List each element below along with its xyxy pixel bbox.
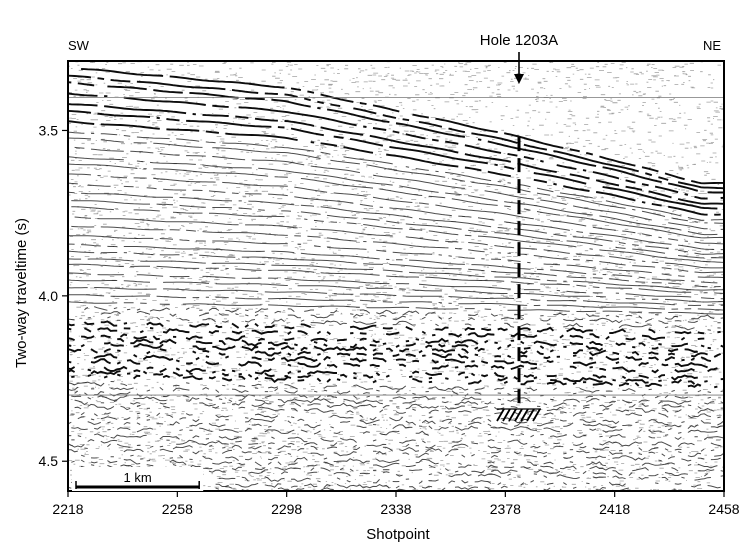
reflector-trace <box>74 403 721 419</box>
x-axis: 2218 2258 2298 2338 2378 2418 2458 <box>52 491 740 517</box>
y-axis: 3.5 4.0 4.5 <box>39 122 68 469</box>
seismic-reflections <box>68 61 724 491</box>
reflector-trace <box>68 279 724 303</box>
reflector-trace <box>81 464 724 477</box>
reflector-trace <box>71 426 724 441</box>
reflector-trace <box>68 182 724 251</box>
reflector-trace <box>74 146 724 230</box>
reflector-trace <box>71 412 724 426</box>
direction-left-label: SW <box>68 38 90 53</box>
reflector-trace <box>68 370 724 384</box>
x-tick-label: 2258 <box>162 501 193 517</box>
reflector-trace <box>68 301 724 315</box>
reflector-trace <box>74 390 724 405</box>
reflector-trace <box>81 68 724 185</box>
reflector-trace <box>68 131 724 221</box>
reflector-trace <box>68 359 724 372</box>
reflector-trace <box>68 103 724 205</box>
hole-arrow-head <box>514 74 524 84</box>
x-tick-label: 2378 <box>490 501 521 517</box>
reflector-trace <box>71 395 724 410</box>
reflector-trace <box>68 111 724 209</box>
reflector-trace <box>68 258 724 291</box>
x-axis-label: Shotpoint <box>366 526 430 543</box>
reflector-trace <box>71 459 724 472</box>
x-tick-label: 2298 <box>271 501 302 517</box>
reflector-trace <box>74 216 724 269</box>
reflector-trace <box>68 250 721 288</box>
reflector-trace <box>71 206 724 263</box>
x-tick-label: 2458 <box>708 501 739 517</box>
reflector-trace <box>68 191 724 255</box>
reflector-trace <box>81 333 724 348</box>
y-axis-label: Two-way traveltime (s) <box>13 218 30 368</box>
reflector-trace <box>68 74 724 190</box>
hole-marker <box>496 52 541 422</box>
reflector-trace <box>77 416 724 429</box>
reflector-trace <box>71 225 724 274</box>
reflector-trace <box>68 294 724 311</box>
reflector-trace <box>68 173 724 245</box>
reflector-trace <box>68 92 724 200</box>
reflector-trace <box>68 137 724 224</box>
reflector-trace <box>68 443 724 458</box>
y-tick-label: 4.0 <box>39 288 59 304</box>
reflector-trace <box>68 320 721 335</box>
scale-bar: 1 km <box>72 467 204 491</box>
reflector-trace <box>68 287 724 307</box>
x-tick-label: 2338 <box>380 501 411 517</box>
x-tick-label: 2218 <box>52 501 83 517</box>
reflector-trace <box>68 163 724 239</box>
reflector-trace <box>100 310 721 324</box>
reflector-trace <box>68 263 724 294</box>
x-tick-label: 2418 <box>599 501 630 517</box>
hole-label: Hole 1203A <box>480 32 558 49</box>
reference-lines <box>68 96 724 396</box>
reflector-trace <box>68 433 721 447</box>
reflector-trace <box>68 447 721 462</box>
reflector-trace <box>68 235 724 279</box>
direction-right-label: NE <box>703 38 721 53</box>
reflector-trace <box>68 316 721 331</box>
y-tick-label: 4.5 <box>39 453 59 469</box>
reflector-trace <box>84 306 724 320</box>
reflector-trace <box>71 200 724 259</box>
reflector-trace <box>68 365 724 381</box>
scale-bar-label: 1 km <box>124 470 152 485</box>
reflector-trace <box>68 244 724 283</box>
basement-hatch <box>496 408 541 422</box>
reflector-trace <box>68 272 724 300</box>
reflector-trace <box>68 81 724 194</box>
reflector-trace <box>68 342 722 358</box>
reflector-trace <box>68 120 721 216</box>
y-tick-label: 3.5 <box>39 122 59 138</box>
reflector-trace <box>68 381 724 394</box>
